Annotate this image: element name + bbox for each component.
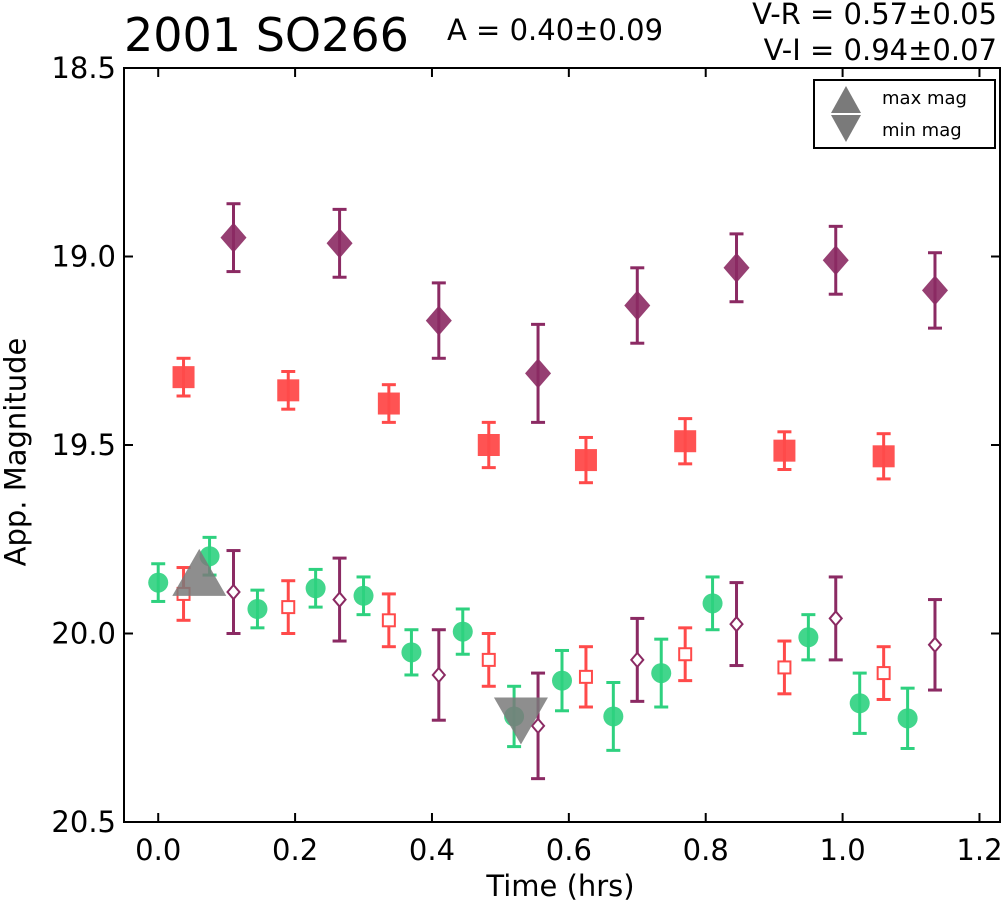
series-0-point-4 [624, 290, 651, 321]
series-4-point-0 [226, 583, 241, 601]
series-1-point-5 [674, 430, 697, 453]
x-tick-label-6: 1.2 [956, 833, 1001, 867]
series-4-point-5 [729, 615, 744, 633]
series-1-point-0 [172, 366, 195, 389]
legend-label-min-mag: min mag [882, 120, 962, 141]
series-2-point-2 [247, 598, 268, 619]
series-3-point-7 [876, 666, 891, 681]
series-3-point-2 [381, 613, 396, 628]
y-tick-label-1: 19.0 [51, 240, 116, 274]
y-tick-label-4: 20.5 [51, 805, 116, 839]
series-2-point-3 [305, 578, 326, 599]
series-1-point-4 [574, 449, 597, 472]
legend: max mag min mag [813, 79, 996, 149]
v-i-color-label: V-I = 0.94±0.07 [763, 33, 997, 67]
series-3-point-3 [481, 652, 496, 667]
series-1-point-3 [477, 434, 500, 456]
legend-label-max-mag: max mag [882, 88, 967, 109]
v-r-color-label: V-R = 0.57±0.05 [752, 0, 997, 31]
series-3-point-5 [678, 647, 693, 662]
series-0-point-3 [525, 358, 552, 389]
series-4-point-4 [629, 651, 645, 669]
series-2-point-4 [353, 585, 374, 606]
series-0-point-1 [326, 228, 353, 259]
series-4-point-3 [530, 717, 546, 735]
y-tick-label-3: 20.0 [51, 617, 116, 651]
series-0-point-0 [220, 222, 247, 253]
series-0-point-7 [921, 275, 948, 306]
series-2-point-10 [651, 663, 672, 684]
series-3-point-6 [777, 660, 792, 675]
series-1-point-2 [377, 392, 400, 415]
series-4-point-6 [828, 609, 844, 627]
series-2-point-14 [897, 708, 918, 729]
x-tick-label-0: 0.0 [135, 833, 181, 867]
series-0-point-6 [822, 245, 849, 276]
series-4-point-1 [332, 591, 347, 609]
series-1-point-1 [277, 379, 300, 402]
x-tick-label-5: 1.0 [820, 833, 866, 867]
series-2-point-0 [148, 572, 169, 593]
series-2-point-8 [552, 670, 572, 691]
series-2-point-11 [702, 593, 723, 614]
series-2-point-12 [798, 627, 819, 648]
series-4-point-7 [927, 636, 943, 654]
chart-title: 2001 SO266 [124, 8, 409, 62]
series-1-point-6 [773, 439, 796, 462]
series-4-point-2 [431, 666, 447, 684]
max-mag-marker [172, 548, 227, 596]
legend-max-mag-marker [831, 86, 861, 113]
min-mag-marker [493, 697, 548, 745]
amplitude-label: A = 0.40±0.09 [447, 13, 664, 47]
x-tick-label-2: 0.4 [409, 833, 455, 867]
y-tick-label-2: 19.5 [51, 428, 116, 462]
x-tick-label-4: 0.8 [683, 833, 729, 867]
legend-min-mag-marker [831, 115, 861, 142]
y-axis-label: App. Magnitude [0, 337, 33, 567]
series-2-point-9 [603, 706, 624, 727]
x-tick-label-3: 0.6 [546, 833, 592, 867]
series-3-point-1 [281, 600, 296, 615]
y-tick-label-0: 18.5 [51, 51, 116, 85]
x-axis-label: Time (hrs) [486, 869, 635, 903]
series-0-point-2 [425, 305, 452, 336]
x-tick-label-1: 0.2 [272, 833, 318, 867]
series-0-point-5 [723, 252, 750, 283]
series-2-point-13 [849, 693, 870, 714]
series-2-point-6 [452, 621, 473, 642]
series-3-point-4 [578, 669, 593, 684]
series-1-point-7 [872, 445, 895, 468]
series-2-point-5 [401, 642, 422, 663]
